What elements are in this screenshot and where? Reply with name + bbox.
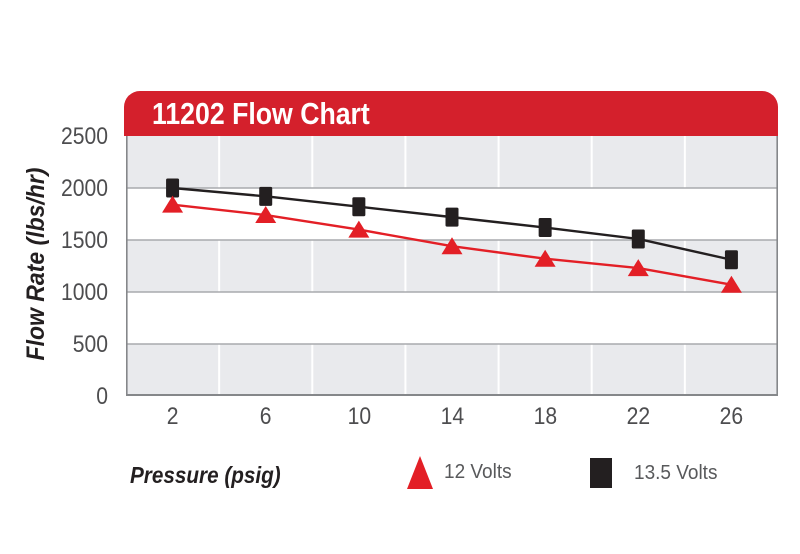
x-tick-label-text: 10 [347,403,371,430]
data-point-triangle [441,237,463,255]
data-point-triangle [348,220,370,238]
data-point-triangle [720,275,742,293]
black-square-marker-icon [590,458,612,488]
data-point-triangle [627,259,649,277]
plot-band [126,136,778,188]
plot-area [126,136,778,396]
y-tick-label: 500 [72,331,108,358]
data-point-triangle [255,206,277,224]
plot-band [126,344,778,396]
legend-item-12-volts: 12 Volts [407,456,515,489]
data-point-square [538,218,552,238]
y-tick-label: 0 [96,383,108,410]
x-tick-label: 10 [312,403,405,431]
y-tick-label: 2000 [61,175,108,202]
x-axis-title: Pressure (psig) [130,462,281,488]
data-point-square [166,178,180,198]
plot-svg [126,136,778,396]
data-point-triangle [534,249,556,267]
data-point-square [631,229,645,249]
x-tick-label-text: 14 [440,403,464,430]
x-tick-label-text: 6 [259,403,272,430]
x-tick-label: 26 [685,403,778,431]
y-tick-label: 1500 [61,227,108,254]
data-point-square [445,207,459,227]
x-tick-label: 22 [592,403,685,431]
x-tick-label: 6 [219,403,312,431]
x-tick-label-text: 2 [166,403,179,430]
y-tick-label: 1000 [61,279,108,306]
y-tick-label: 2500 [61,123,108,150]
data-point-square [259,186,273,206]
legend-item-13-5-volts: 13.5 Volts [590,458,722,488]
x-tick-label-text: 18 [533,403,557,430]
x-tick-label-text: 26 [719,403,744,430]
legend-label-13-5-volts: 13.5 Volts [634,461,718,484]
x-axis-ticks: 2 6 10 14 18 22 26 [126,403,778,431]
x-tick-label: 2 [126,403,219,431]
x-tick-label: 14 [405,403,498,431]
chart-footer: Pressure (psig) 12 Volts 13.5 Volts [0,450,800,500]
chart-title-banner: 11202 Flow Chart [124,91,778,136]
y-axis-title: Flow Rate (lbs/hr) [22,167,50,361]
data-point-square [724,250,738,270]
red-triangle-marker-icon [407,456,433,489]
data-point-triangle [162,195,184,213]
x-tick-label-text: 22 [626,403,651,430]
chart-title: 11202 Flow Chart [152,95,370,131]
legend-label-12-volts: 12 Volts [444,461,512,483]
plot-band [126,292,778,344]
x-tick-label: 18 [499,403,592,431]
data-point-square [352,197,366,217]
